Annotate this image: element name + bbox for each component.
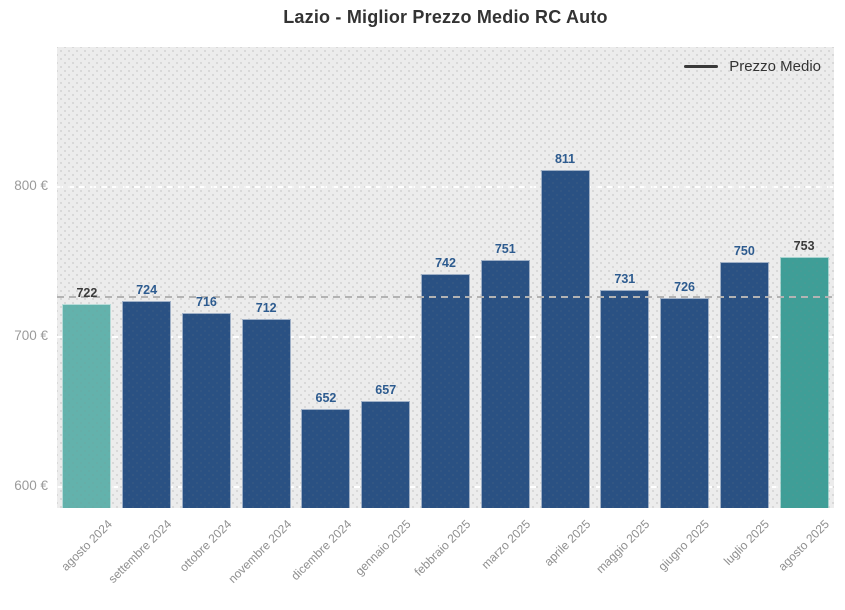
bar-value-label: 751 [494,242,516,257]
legend: Prezzo Medio [684,58,821,75]
bar-marzo-2025 [480,260,530,508]
x-tick-label: novembre 2024 [225,517,295,586]
bar-maggio-2025 [600,290,650,508]
bar-aprile-2025 [540,170,590,508]
gridline-800 [57,185,834,188]
average-price-line [57,295,834,298]
bar-value-label: 742 [435,255,456,270]
x-tick-label: dicembre 2024 [287,517,354,584]
x-tick-label: maggio 2025 [593,517,653,576]
legend-line-icon [684,65,719,68]
x-tick-label: ottobre 2024 [176,517,235,575]
x-tick-label: aprile 2025 [541,517,593,569]
bar-ottobre-2024 [181,312,231,508]
bar-value-label: 726 [674,279,695,294]
x-tick-label: agosto 2025 [775,517,833,574]
bar-value-label: 652 [315,390,337,405]
x-tick-label: gennaio 2025 [352,517,414,579]
bar-value-label: 657 [375,383,397,398]
bar-value-label: 722 [76,285,98,300]
bar-value-label: 731 [614,272,636,287]
y-tick-label: 600 € [14,477,48,493]
bar-value-label: 712 [255,300,277,315]
y-tick-label: 700 € [14,327,48,343]
bar-dicembre-2024 [301,408,351,508]
bar-giugno-2025 [660,297,710,508]
y-tick-label: 800 € [14,177,48,193]
bar-novembre-2024 [241,318,291,508]
x-tick-label: luglio 2025 [721,517,773,568]
bar-value-label: 753 [793,239,815,254]
legend-label: Prezzo Medio [729,58,821,75]
bar-value-label: 716 [195,294,217,309]
bar-agosto-2024 [62,303,112,508]
x-tick-label: agosto 2024 [58,517,115,574]
plot-area: 722 724 716 712 652 657 742 751 811 731 726 750 753 … [57,47,834,508]
bar-luglio-2025 [719,261,769,508]
bar-value-label: 724 [136,282,158,297]
bar-agosto-2025 [779,257,829,508]
x-tick-label: settembre 2024 [105,517,175,586]
bar-value-label: 750 [733,243,755,258]
chart-title: Lazio - Miglior Prezzo Medio RC Auto [283,7,608,27]
bar-gennaio-2025 [361,401,411,508]
bar-settembre-2024 [122,300,172,508]
x-tick-label: febbraio 2025 [411,517,474,579]
bar-febbraio-2025 [421,273,470,508]
bar-value-label: 811 [554,152,576,167]
x-tick-label: giugno 2025 [655,517,713,574]
x-tick-label: marzo 2025 [478,517,534,572]
